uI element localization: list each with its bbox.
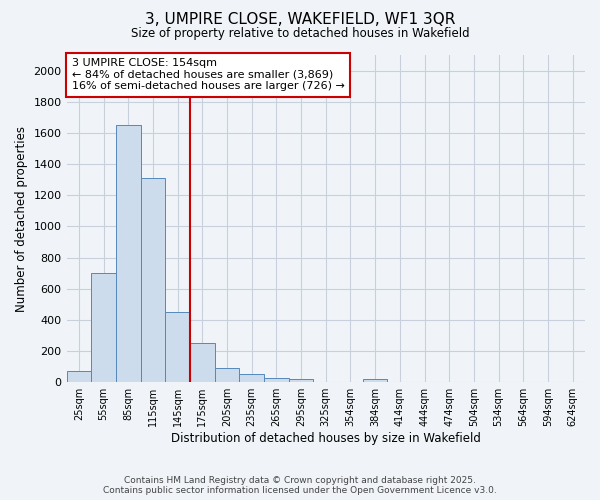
Bar: [289, 379, 313, 382]
Text: Contains HM Land Registry data © Crown copyright and database right 2025.
Contai: Contains HM Land Registry data © Crown c…: [103, 476, 497, 495]
Bar: [165, 312, 190, 382]
Bar: [140, 178, 165, 382]
Text: Size of property relative to detached houses in Wakefield: Size of property relative to detached ho…: [131, 28, 469, 40]
Bar: [190, 344, 215, 382]
Bar: [91, 273, 116, 382]
Bar: [239, 374, 264, 382]
Text: 3 UMPIRE CLOSE: 154sqm
← 84% of detached houses are smaller (3,869)
16% of semi-: 3 UMPIRE CLOSE: 154sqm ← 84% of detached…: [72, 58, 344, 92]
Bar: [264, 378, 289, 382]
Bar: [116, 125, 140, 382]
Bar: [363, 379, 388, 382]
Bar: [67, 372, 91, 382]
Bar: [215, 368, 239, 382]
Text: 3, UMPIRE CLOSE, WAKEFIELD, WF1 3QR: 3, UMPIRE CLOSE, WAKEFIELD, WF1 3QR: [145, 12, 455, 28]
X-axis label: Distribution of detached houses by size in Wakefield: Distribution of detached houses by size …: [171, 432, 481, 445]
Y-axis label: Number of detached properties: Number of detached properties: [15, 126, 28, 312]
